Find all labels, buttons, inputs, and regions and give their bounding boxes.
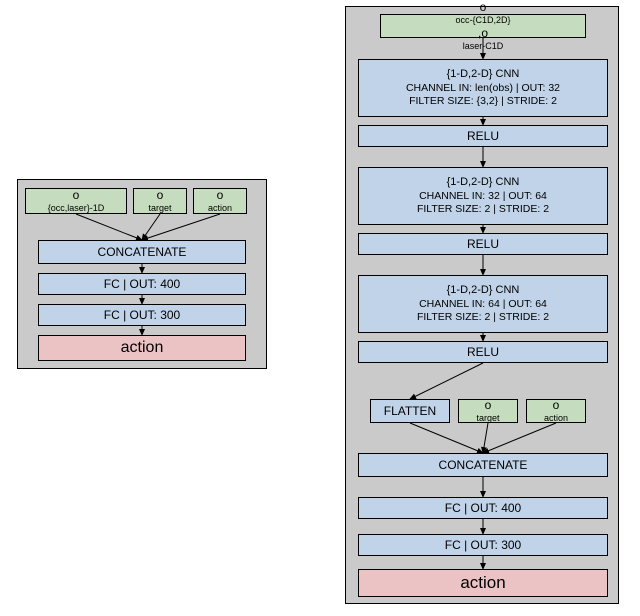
- op-node: FC | OUT: 300: [358, 534, 608, 556]
- input-node: oaction: [193, 188, 247, 214]
- op-node: CONCATENATE: [358, 453, 608, 477]
- op-node: {1-D,2-D} CNNCHANNEL IN: len(obs) | OUT:…: [358, 59, 608, 117]
- diagram-panel: oocc-{C1D,2D},olaser-C1D {1-D,2-D} CNNCHA…: [345, 6, 619, 604]
- input-node: oocc-{C1D,2D},olaser-C1D: [380, 14, 586, 38]
- op-node: RELU: [358, 341, 608, 363]
- op-node: FC | OUT: 400: [38, 273, 246, 295]
- op-node: {1-D,2-D} CNNCHANNEL IN: 32 | OUT: 64FIL…: [358, 167, 608, 225]
- output-node: action: [38, 335, 246, 361]
- op-node: RELU: [358, 233, 608, 255]
- op-node: CONCATENATE: [38, 240, 246, 264]
- input-node: otarget: [458, 399, 518, 423]
- op-node: {1-D,2-D} CNNCHANNEL IN: 64 | OUT: 64FIL…: [358, 275, 608, 333]
- diagram-panel: o{occ,laser}-1Dotargetoaction CONCATENATE…: [17, 179, 267, 369]
- output-node: action: [358, 569, 608, 597]
- input-node: oaction: [526, 399, 586, 423]
- input-node: otarget: [133, 188, 187, 214]
- op-node: FLATTEN: [370, 399, 450, 423]
- op-node: FC | OUT: 400: [358, 497, 608, 519]
- input-node: o{occ,laser}-1D: [25, 188, 127, 214]
- op-node: RELU: [358, 125, 608, 147]
- op-node: FC | OUT: 300: [38, 304, 246, 326]
